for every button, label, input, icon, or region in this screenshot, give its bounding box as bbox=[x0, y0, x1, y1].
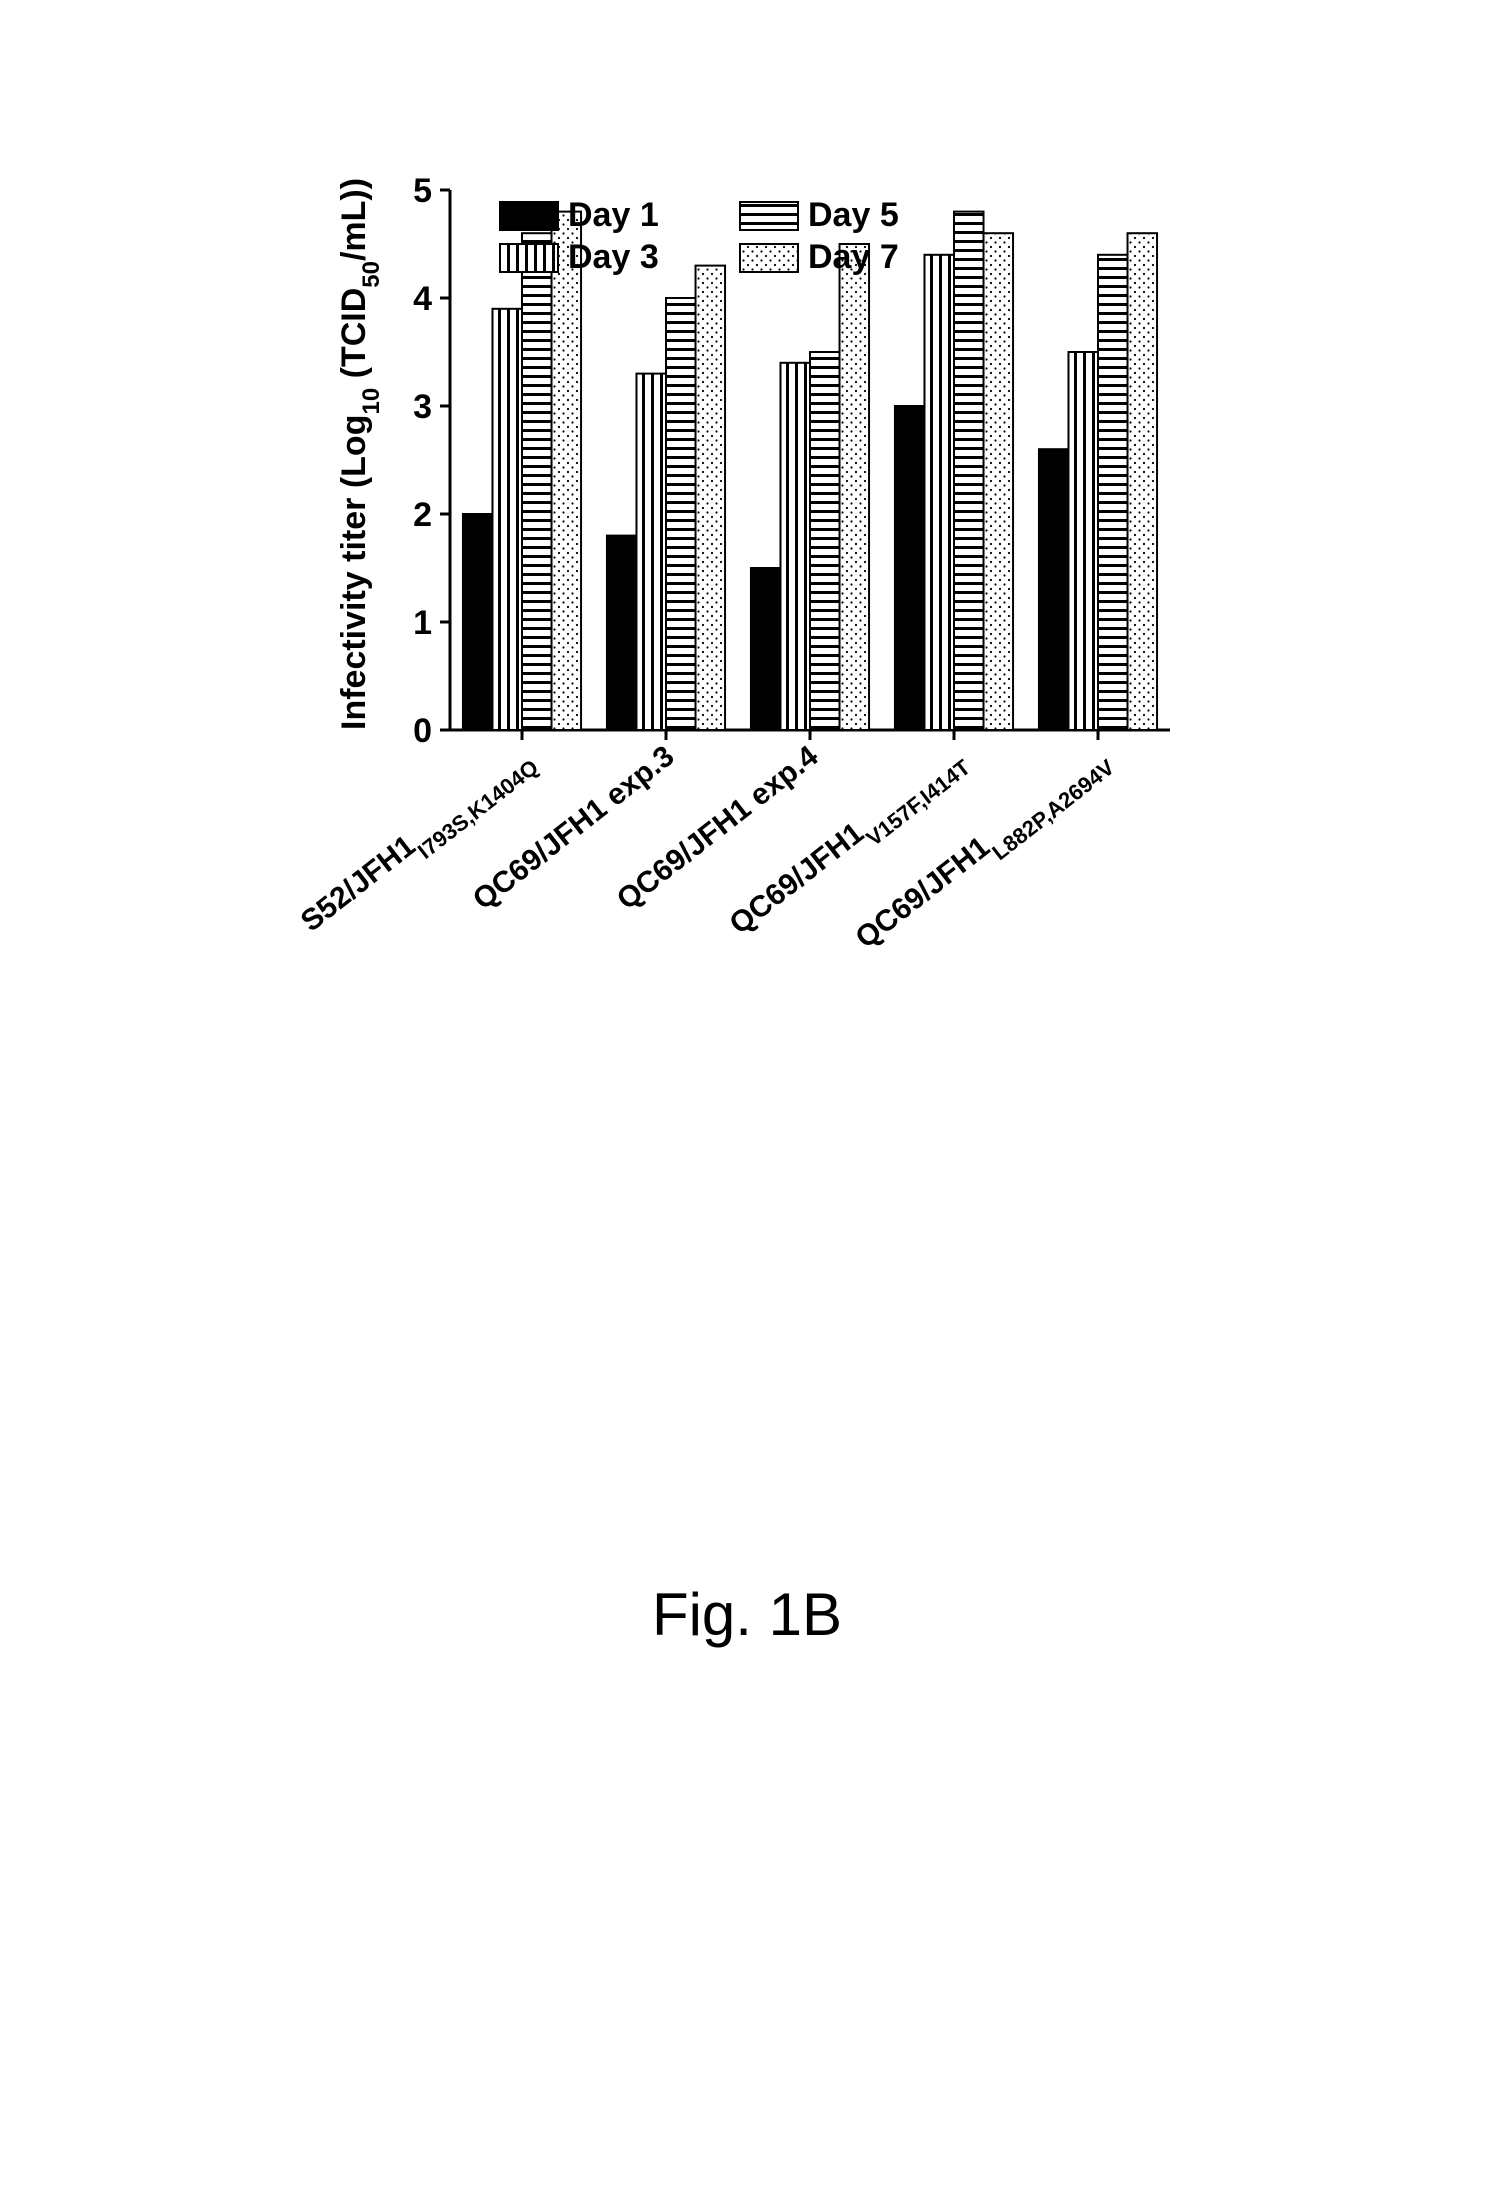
chart-container: 0 1 2 3 4 5 Infectivity titer (Log10 (TCID50/m… bbox=[300, 150, 1200, 1200]
svg-text:QC69/JFH1V157F,I414T: QC69/JFH1V157F,I414T bbox=[724, 739, 976, 949]
svg-text:QC69/JFH1L882P,A2694V: QC69/JFH1L882P,A2694V bbox=[850, 739, 1119, 963]
svg-text:3: 3 bbox=[413, 388, 432, 426]
svg-text:Day 7: Day 7 bbox=[808, 238, 899, 276]
bar-chart: 0 1 2 3 4 5 Infectivity titer (Log10 (TCID50/m… bbox=[300, 150, 1200, 1200]
figure-caption: Fig. 1B bbox=[0, 1580, 1494, 1649]
svg-text:0: 0 bbox=[413, 712, 432, 750]
svg-text:4: 4 bbox=[413, 280, 432, 318]
svg-text:S52/JFH1I793S,K1404Q: S52/JFH1I793S,K1404Q bbox=[300, 740, 543, 947]
svg-text:Day 5: Day 5 bbox=[808, 196, 899, 234]
svg-text:2: 2 bbox=[413, 496, 432, 534]
svg-text:5: 5 bbox=[413, 172, 432, 210]
svg-text:Infectivity titer (Log10 (TCID: Infectivity titer (Log10 (TCID50/mL)) bbox=[335, 178, 385, 730]
svg-text:Day 1: Day 1 bbox=[568, 196, 659, 234]
svg-text:1: 1 bbox=[413, 604, 432, 642]
page: 0 1 2 3 4 5 Infectivity titer (Log10 (TCID50/m… bbox=[0, 0, 1494, 2201]
svg-text:Day 3: Day 3 bbox=[568, 238, 659, 276]
